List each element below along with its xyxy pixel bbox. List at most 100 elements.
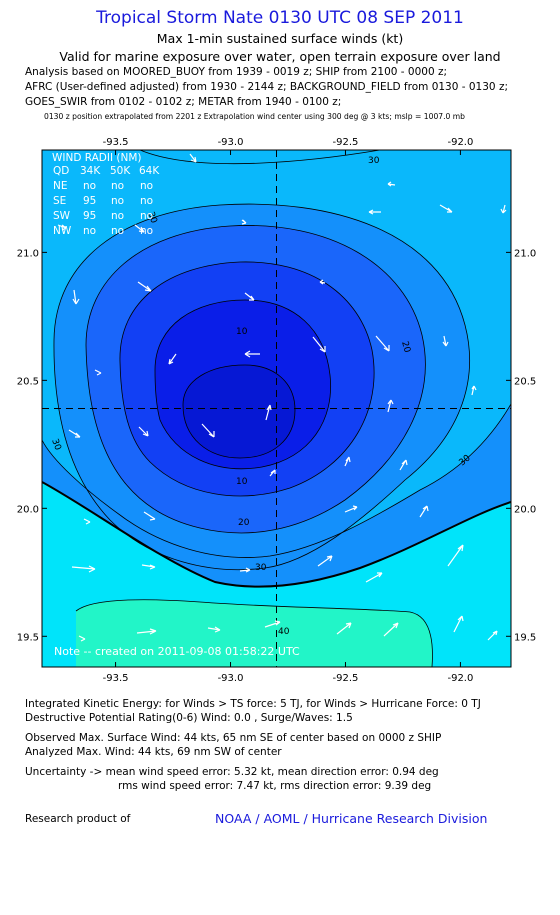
observed-wind-line: Observed Max. Surface Wind: 44 kts, 65 n… — [25, 732, 442, 744]
wind-arrow — [244, 350, 260, 358]
wind-arrow — [344, 505, 358, 513]
wind-radii-cell: NE — [53, 180, 68, 192]
wind-radii-cell: 95 — [83, 210, 96, 222]
wind-radii-cell: no — [83, 225, 96, 237]
wind-arrow — [239, 567, 251, 573]
contour-label: 30 — [255, 563, 267, 573]
wind-arrow — [207, 626, 221, 633]
wind-arrow — [453, 615, 464, 633]
wind-arrow — [387, 399, 394, 413]
analysis-line-3: GOES_SWIR from 0102 - 0102 z; METAR from… — [25, 96, 342, 108]
lat-tick-label-left: 21.0 — [17, 248, 39, 259]
uncertainty-line-1: Uncertainty -> mean wind speed error: 5.… — [25, 766, 439, 778]
lon-tick-label-top: -92.5 — [333, 137, 359, 148]
contour-label: 10 — [236, 477, 248, 487]
wind-arrow — [375, 335, 390, 352]
wind-arrow — [365, 572, 383, 583]
contour-label: 20 — [399, 340, 412, 354]
contour-line-30-north — [139, 150, 381, 165]
wind-radii-cell: NW — [53, 225, 72, 237]
wind-arrow — [387, 181, 396, 187]
wind-arrow — [244, 292, 255, 301]
wind-arrow — [68, 429, 81, 438]
wind-arrow — [399, 459, 408, 471]
wind-arrow — [471, 385, 477, 396]
lat-tick-label-left: 20.0 — [17, 504, 39, 515]
wind-arrows — [57, 153, 507, 642]
wind-arrow — [265, 404, 272, 421]
wind-arrow — [71, 565, 96, 573]
lat-tick-label-right: 21.0 — [514, 248, 536, 259]
wind-arrow — [201, 423, 215, 438]
wind-arrow — [447, 544, 464, 567]
wind-radii-cell: no — [111, 210, 124, 222]
wind-radii-cell: 95 — [83, 195, 96, 207]
analyzed-wind-line: Analyzed Max. Wind: 44 kts, 69 nm SW of … — [25, 746, 282, 758]
wind-arrow — [317, 555, 333, 567]
wind-arrow — [312, 336, 326, 353]
wind-radii-cell: no — [140, 210, 153, 222]
lat-tick-label-right: 20.5 — [514, 376, 536, 387]
lon-tick-label-top: -93.5 — [103, 137, 129, 148]
wind-arrow — [336, 622, 352, 635]
wind-arrow — [189, 153, 197, 163]
wind-arrow — [487, 630, 498, 641]
lon-tick-label-top: -93.0 — [218, 137, 244, 148]
wind-arrow — [241, 219, 247, 225]
wind-arrow — [57, 224, 67, 231]
wind-radii-header-50k: 50K — [110, 165, 131, 177]
wind-radii-table: WIND RADII (NM) QD 34K 50K 64K NE no no … — [52, 152, 160, 237]
lon-tick-label-top: -92.0 — [447, 137, 473, 148]
wind-arrow — [500, 204, 507, 214]
wind-radii-cell: no — [140, 195, 153, 207]
lat-tick-label-right: 20.0 — [514, 504, 536, 515]
wind-arrow — [419, 505, 429, 518]
wind-arrow — [72, 289, 80, 305]
map-frame — [41, 149, 512, 668]
wind-arrow — [264, 620, 281, 628]
band-70-region — [76, 599, 433, 667]
wind-arrow — [137, 281, 152, 292]
wind-arrow — [269, 469, 276, 477]
wind-arrow — [442, 335, 449, 347]
wind-radii-header-34k: 34K — [80, 165, 101, 177]
lon-tick-label-bottom: -92.0 — [447, 673, 473, 684]
subtitle-exposure: Valid for marine exposure over water, op… — [59, 49, 501, 64]
page-title: Tropical Storm Nate 0130 UTC 08 SEP 2011 — [96, 8, 464, 28]
wind-radii-cell: no — [111, 225, 124, 237]
wind-arrow — [439, 204, 453, 213]
contour-label: 30 — [145, 211, 158, 225]
map-axes: -93.5 -93.5 -93.0 -93.0 -92.5 -92.5 -92.0 -92.0… — [17, 137, 537, 684]
wind-arrow — [83, 518, 91, 525]
credit-link[interactable]: NOAA / AOML / Hurricane Research Divisio… — [215, 811, 488, 826]
wind-radii-title: WIND RADII (NM) — [52, 152, 142, 164]
wind-radii-cell: no — [140, 180, 153, 192]
contour-line-40 — [75, 599, 433, 667]
lat-tick-label-left: 20.5 — [17, 376, 39, 387]
wind-arrow — [368, 209, 381, 215]
wind-arrow — [143, 511, 156, 521]
wind-radii-cell: SE — [53, 195, 66, 207]
dpr-line: Destructive Potential Rating(0-6) Wind: … — [25, 712, 353, 724]
ike-line: Integrated Kinetic Energy: for Winds > T… — [25, 698, 481, 710]
lat-tick-label-right: 19.5 — [514, 632, 536, 643]
wind-arrow — [134, 224, 145, 233]
wind-radii-cell: SW — [53, 210, 71, 222]
wind-arrow — [319, 279, 326, 285]
lon-tick-label-bottom: -92.5 — [333, 673, 359, 684]
band-core-region — [182, 364, 296, 459]
wind-radii-cell: no — [111, 195, 124, 207]
wind-map: 10 10 20 20 30 30 30 30 30 40 — [17, 137, 537, 684]
research-label: Research product of — [25, 813, 131, 825]
contour-line-30-outer — [42, 403, 511, 558]
wind-radii-cell: no — [83, 180, 96, 192]
wind-arrow — [141, 564, 156, 570]
position-note: 0130 z position extrapolated from 2201 z… — [44, 112, 465, 121]
contour-label: 20 — [238, 518, 250, 528]
wind-arrow — [138, 426, 149, 437]
wind-arrow — [78, 635, 86, 642]
wind-radii-header-64k: 64K — [139, 165, 160, 177]
wind-arrow — [383, 622, 399, 637]
subtitle-winds: Max 1-min sustained surface winds (kt) — [156, 31, 404, 46]
contour-label: 10 — [236, 327, 248, 337]
